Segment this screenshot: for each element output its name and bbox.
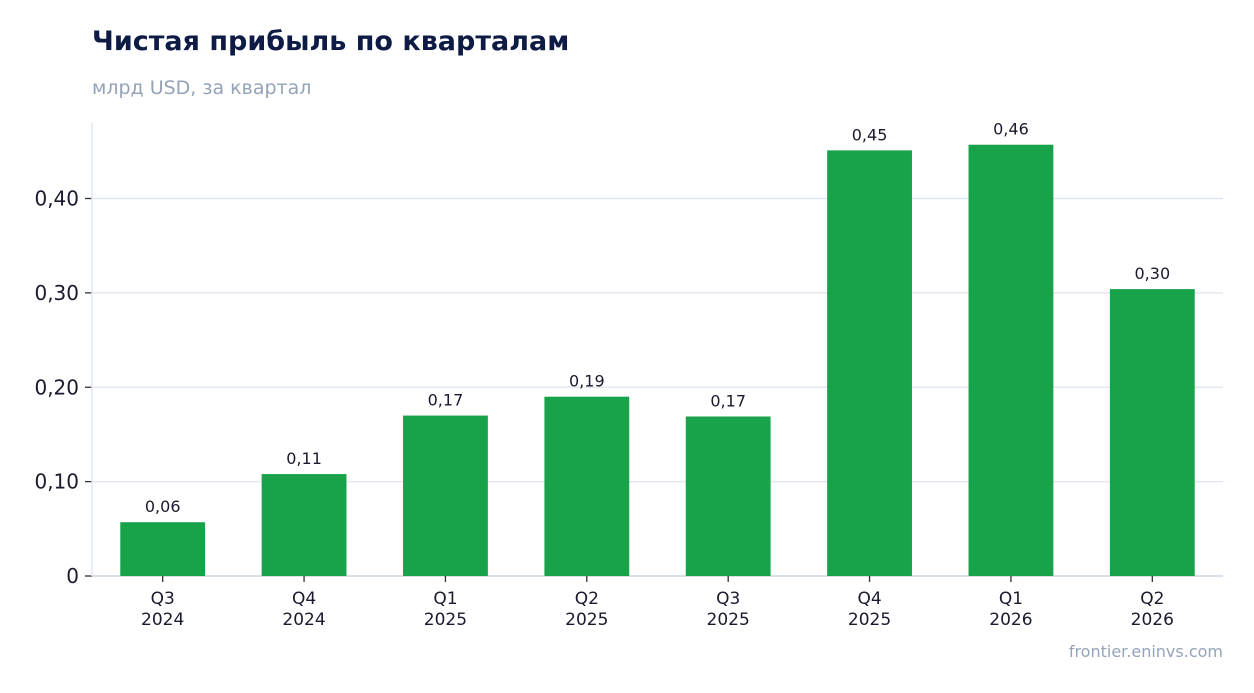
- source-credit: frontier.eninvs.com: [1068, 642, 1223, 661]
- bar: [544, 396, 630, 576]
- bar: [261, 474, 347, 576]
- bar: [120, 522, 206, 576]
- y-tick-label: 0: [66, 564, 79, 588]
- data-label: 0,46: [993, 120, 1029, 139]
- x-tick-label-year: 2024: [141, 610, 184, 630]
- bar: [403, 415, 488, 576]
- bars: [120, 144, 1195, 577]
- x-tick-label-year: 2025: [848, 610, 891, 630]
- chart-title: Чистая прибыль по кварталам: [92, 26, 570, 57]
- x-tick-label-quarter: Q3: [151, 589, 175, 609]
- data-label: 0,06: [145, 497, 181, 516]
- labels: 00,100,200,300,400,06Q320240,11Q420240,1…: [34, 120, 1173, 630]
- bar: [685, 416, 771, 576]
- x-tick-label-year: 2025: [424, 610, 467, 630]
- x-tick-label-year: 2026: [1131, 610, 1174, 630]
- bar: [968, 144, 1054, 577]
- y-tick-label: 0,40: [34, 187, 79, 211]
- x-tick-label-year: 2026: [989, 610, 1032, 630]
- x-tick-label-quarter: Q4: [857, 589, 881, 609]
- y-tick-label: 0,30: [34, 281, 79, 305]
- data-label: 0,19: [569, 372, 605, 391]
- x-tick-label-quarter: Q2: [1140, 589, 1164, 609]
- data-label: 0,17: [428, 391, 464, 410]
- x-tick-label-year: 2024: [282, 610, 325, 630]
- chart-subtitle: млрд USD, за квартал: [92, 77, 312, 99]
- x-tick-label-year: 2025: [707, 610, 750, 630]
- x-tick-label-year: 2025: [565, 610, 608, 630]
- x-tick-label-quarter: Q1: [999, 589, 1023, 609]
- bar: [827, 150, 912, 576]
- x-tick-label-quarter: Q2: [575, 589, 599, 609]
- y-tick-label: 0,20: [34, 375, 79, 399]
- data-label: 0,11: [286, 449, 322, 468]
- data-label: 0,30: [1135, 264, 1171, 283]
- x-tick-label-quarter: Q4: [292, 589, 316, 609]
- data-label: 0,17: [710, 392, 746, 411]
- y-tick-label: 0,10: [34, 470, 79, 494]
- x-tick-label-quarter: Q3: [716, 589, 740, 609]
- bar: [1109, 289, 1195, 576]
- x-tick-label-quarter: Q1: [433, 589, 457, 609]
- data-label: 0,45: [852, 125, 888, 144]
